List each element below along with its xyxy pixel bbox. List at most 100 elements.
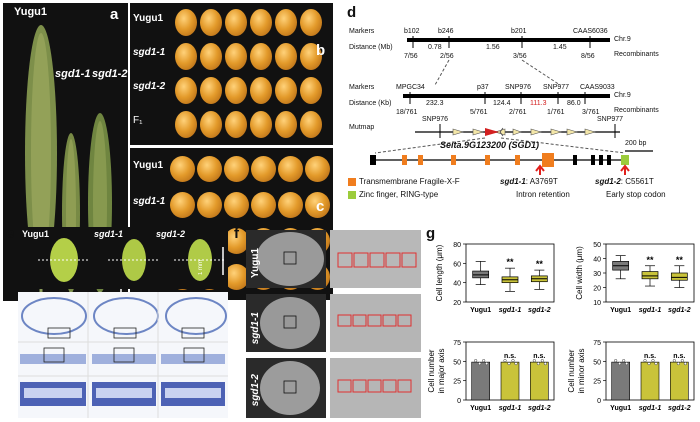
seed (224, 192, 249, 218)
x-tick-label: sgd1-2 (528, 405, 551, 412)
d-row2-distance-0: 232.3 (426, 100, 444, 107)
seed (305, 192, 330, 218)
seed (278, 192, 303, 218)
data-point (543, 362, 547, 366)
data-point (676, 362, 680, 366)
d-gene-name: Seita.9G123200 (SGD1) (440, 140, 540, 150)
seed (278, 156, 303, 182)
seed (175, 9, 197, 36)
y-tick-label: 50 (593, 242, 601, 249)
d-row1-marker-1: b246 (438, 28, 454, 35)
data-point (614, 359, 618, 363)
seed (300, 9, 322, 36)
seed (197, 192, 222, 218)
y-axis-label-2: in minor axis (577, 349, 586, 394)
d-row1-distance-label: Distance (Mb) (349, 44, 393, 51)
y-tick-label: 10 (593, 300, 601, 307)
panel-a-sgd12-label: sgd1-2 (92, 68, 128, 80)
panel-a-letter: a (110, 6, 119, 23)
bar (640, 361, 660, 401)
y-axis-label-2: in major axis (437, 349, 446, 394)
box (670, 272, 688, 281)
d-row1-recomb-2: 3/56 (513, 53, 527, 60)
d-row2-recomb-1: 5/761 (470, 109, 488, 116)
data-point (474, 359, 478, 363)
bar (471, 361, 490, 401)
d-mutation-1: sgd1-1: A3769T (500, 177, 558, 186)
seed (251, 192, 276, 218)
pb-row-label-4: F₁ (133, 115, 143, 126)
y-tick-label: 20 (593, 286, 601, 293)
d-row2-recomb-2: 2/761 (509, 109, 527, 116)
significance-label: ** (646, 255, 654, 265)
d-row1-recomb-3: 8/56 (581, 53, 595, 60)
d-mutation-1-effect: Intron retention (516, 190, 570, 199)
y-axis-label: Cell number (427, 349, 436, 392)
seed (251, 156, 276, 182)
seed (275, 43, 297, 70)
seed (175, 111, 197, 138)
d-row2-recomb-3: 1/761 (547, 109, 565, 116)
seed (224, 228, 249, 254)
x-tick-label: sgd1-2 (528, 307, 551, 314)
bar (530, 361, 549, 401)
x-tick-label: Yugu1 (470, 307, 491, 314)
d-row2-recomb-4: 3/761 (582, 109, 600, 116)
y-tick-label: 60 (453, 261, 461, 268)
y-tick-label: 20 (453, 300, 461, 307)
significance-label: ** (676, 255, 684, 265)
panel-g-charts: 20 40 60 80 Cell length (μm) Yugu1 sgd1-1 ** sgd… (427, 242, 695, 412)
y-tick-label: 50 (593, 359, 601, 366)
data-point (503, 359, 507, 363)
sem-images (246, 230, 421, 418)
data-point (536, 362, 540, 366)
data-point (478, 362, 482, 366)
data-point (485, 362, 489, 366)
panel-a-yugu1-label: Yugu1 (14, 6, 48, 18)
panel-d-map (348, 36, 653, 199)
y-tick-label: 40 (593, 257, 601, 264)
bar (670, 361, 689, 401)
d-scale-label: 200 bp (625, 140, 647, 147)
d-legend-zinc-finger: Zinc finger, RING-type (359, 190, 439, 199)
e-sgd11-label: sgd1-1 (94, 229, 124, 239)
d-row1-marker-0: b102 (404, 28, 420, 35)
d-row2-distance-3: 86.0 (567, 100, 581, 107)
e-sgd12-label: sgd1-2 (156, 229, 186, 239)
grain-images (38, 238, 226, 282)
d-row2-marker-1: p37 (477, 84, 489, 91)
x-tick-label: Yugu1 (610, 307, 631, 314)
d-row2-marker-4: CAAS9033 (580, 84, 615, 91)
data-point (683, 362, 687, 366)
d-mutmap-snp977: SNP977 (597, 116, 624, 123)
d-row1-marker-3: CAAS6036 (573, 28, 608, 35)
y-tick-label: 75 (453, 340, 461, 347)
y-tick-label: 40 (453, 281, 461, 288)
data-point (654, 362, 658, 366)
y-tick-label: 0 (597, 398, 601, 405)
panel-a-sgd11-label: sgd1-1 (55, 68, 91, 80)
pb-row-label-3: sgd1-2 (133, 81, 166, 92)
data-point (647, 362, 651, 366)
seed (170, 156, 195, 182)
y-tick-label: 80 (453, 242, 461, 249)
seed (275, 111, 297, 138)
seed (197, 156, 222, 182)
d-row2-distance-2: 111.3 (530, 100, 547, 107)
pb-row-label-1: Yugu1 (133, 13, 164, 24)
pb-row-label-2: sgd1-1 (133, 47, 166, 58)
e-yugu1-label: Yugu1 (22, 229, 50, 239)
d-row1-recomb-label: Recombinants (614, 51, 659, 58)
y-tick-label: 25 (453, 379, 461, 386)
seed (175, 77, 197, 104)
d-row2-distance-1: 124.4 (493, 100, 511, 107)
x-tick-label: sgd1-1 (499, 307, 522, 314)
d-legend-transmembrane: Transmembrane Fragile-X-F (359, 177, 460, 186)
bar (500, 361, 520, 401)
x-tick-label: sgd1-2 (668, 405, 691, 412)
seed (224, 264, 249, 290)
x-tick-label: sgd1-1 (499, 405, 522, 412)
pc-row-label-2: sgd1-1 (133, 196, 166, 207)
significance-label: n.s. (504, 353, 516, 360)
